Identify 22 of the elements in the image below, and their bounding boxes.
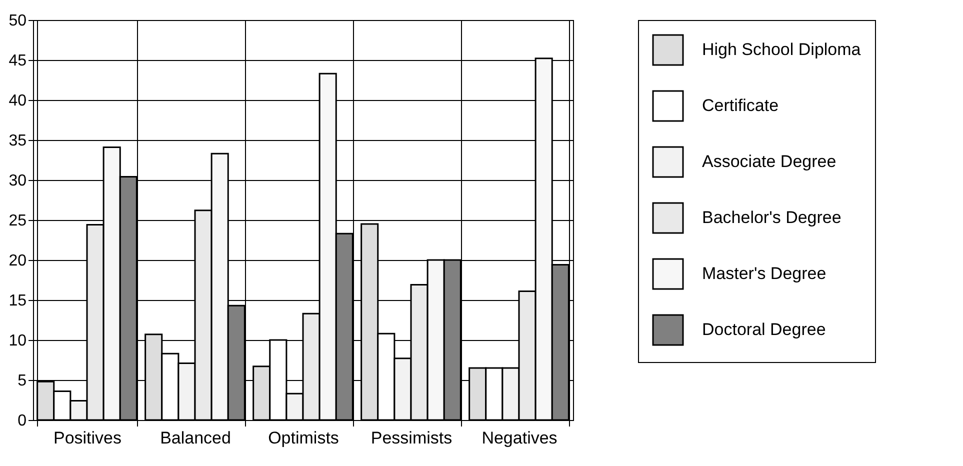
y-tick-label: 45 xyxy=(8,52,27,70)
x-tick-label: Negatives xyxy=(482,428,558,448)
legend-label: Associate Degree xyxy=(702,152,836,171)
y-tick-label: 35 xyxy=(8,132,27,150)
y-tick-label: 10 xyxy=(8,332,27,350)
legend-label: Doctoral Degree xyxy=(702,320,826,339)
y-tick-label: 20 xyxy=(8,252,27,270)
legend-label: High School Diploma xyxy=(702,40,862,59)
y-tick-label: 15 xyxy=(8,292,27,310)
x-tick-label: Pessimists xyxy=(370,428,452,448)
y-tick-label: 5 xyxy=(18,372,27,390)
x-tick-label: Balanced xyxy=(160,428,231,448)
y-tick-label: 40 xyxy=(8,92,27,110)
legend-label: Certificate xyxy=(702,96,779,115)
y-tick-label: 50 xyxy=(8,12,27,30)
x-tick-label: Positives xyxy=(53,428,122,448)
legend-label: Bachelor's Degree xyxy=(702,208,842,227)
y-tick-label: 25 xyxy=(8,212,27,230)
y-tick-label: 0 xyxy=(18,412,27,430)
legend-label: Master's Degree xyxy=(702,264,826,283)
x-tick-label: Optimists xyxy=(268,428,339,448)
y-tick-label: 30 xyxy=(8,172,27,190)
